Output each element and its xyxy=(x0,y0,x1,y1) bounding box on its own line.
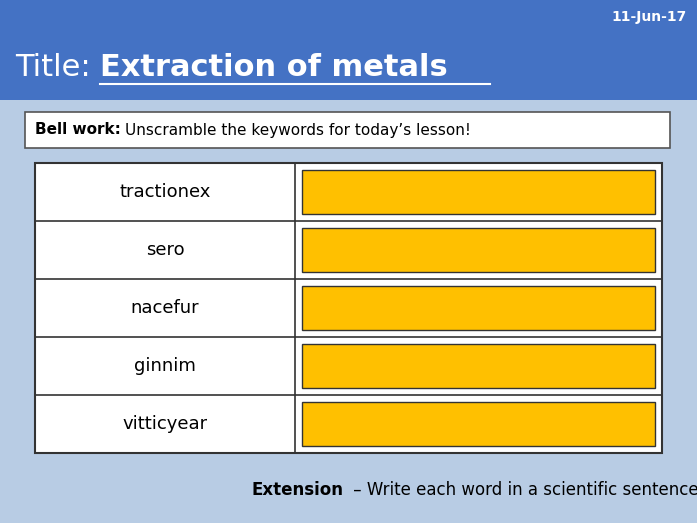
Bar xyxy=(302,344,655,388)
Text: Extension: Extension xyxy=(252,481,344,499)
Bar xyxy=(35,163,662,453)
Text: sero: sero xyxy=(146,241,185,259)
Bar xyxy=(0,0,697,100)
Text: Bell work:: Bell work: xyxy=(35,122,121,138)
Bar xyxy=(302,286,655,330)
Text: 11-Jun-17: 11-Jun-17 xyxy=(612,10,687,24)
Bar xyxy=(25,112,670,148)
Text: nacefur: nacefur xyxy=(131,299,199,317)
Bar xyxy=(302,170,655,214)
Text: Unscramble the keywords for today’s lesson!: Unscramble the keywords for today’s less… xyxy=(125,122,471,138)
Text: ginnim: ginnim xyxy=(134,357,196,375)
Text: Title:: Title: xyxy=(15,53,91,83)
Bar xyxy=(302,402,655,446)
Text: tractionex: tractionex xyxy=(119,183,210,201)
Text: – Write each word in a scientific sentence.: – Write each word in a scientific senten… xyxy=(348,481,697,499)
Bar xyxy=(302,228,655,272)
Text: Extraction of metals: Extraction of metals xyxy=(100,53,447,83)
Text: vitticyear: vitticyear xyxy=(123,415,208,433)
